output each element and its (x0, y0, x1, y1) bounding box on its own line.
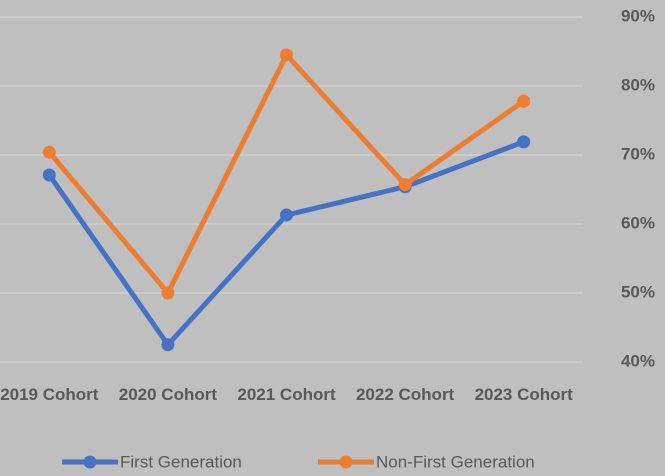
x-tick-label: 2022 Cohort (355, 385, 455, 404)
x-tick-label: 2023 Cohort (474, 385, 573, 404)
y-tick-label: 70% (621, 144, 655, 163)
point (42, 168, 56, 182)
point (398, 178, 412, 192)
point (517, 94, 531, 108)
legend-marker (339, 455, 353, 469)
point (161, 286, 175, 300)
y-tick-label: 90% (621, 6, 655, 25)
point (517, 135, 531, 149)
y-tick-label: 40% (621, 351, 655, 370)
series-line (47, 139, 525, 348)
legend-label: Non-First Generation (376, 452, 535, 471)
point (280, 208, 293, 222)
x-tick-label: 2021 Cohort (237, 385, 336, 404)
y-tick-label: 50% (621, 282, 655, 301)
y-tick-label: 80% (621, 75, 655, 94)
point (280, 48, 293, 62)
legend-marker (83, 455, 97, 469)
y-tick-label: 60% (621, 213, 655, 232)
x-tick-label: 2019 Cohort (0, 385, 99, 404)
point (161, 338, 175, 352)
series-line (47, 52, 526, 296)
point (42, 145, 56, 159)
legend-label: First Generation (120, 452, 242, 471)
x-tick-label: 2020 Cohort (118, 385, 218, 404)
